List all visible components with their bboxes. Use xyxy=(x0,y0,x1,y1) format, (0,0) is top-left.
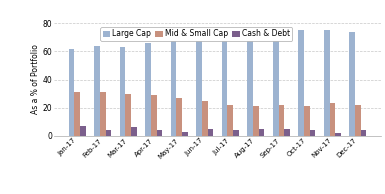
Bar xyxy=(233,130,239,136)
Bar xyxy=(350,32,355,136)
Bar xyxy=(202,101,208,136)
Legend: Large Cap, Mid & Small Cap, Cash & Debt: Large Cap, Mid & Small Cap, Cash & Debt xyxy=(100,27,292,41)
Bar xyxy=(298,30,304,136)
Bar xyxy=(131,127,137,136)
Bar xyxy=(330,103,335,136)
Bar xyxy=(335,133,341,136)
Bar xyxy=(278,105,284,136)
Bar xyxy=(157,130,162,136)
Bar xyxy=(284,129,290,136)
Bar xyxy=(324,30,330,136)
Bar xyxy=(145,43,151,136)
Bar xyxy=(74,92,80,136)
Bar xyxy=(310,130,315,136)
Bar xyxy=(171,40,176,136)
Bar xyxy=(304,106,310,136)
Bar xyxy=(120,47,126,136)
Bar xyxy=(253,106,259,136)
Bar xyxy=(105,130,111,136)
Bar xyxy=(228,105,233,136)
Bar xyxy=(361,130,366,136)
Bar xyxy=(248,32,253,136)
Bar xyxy=(259,129,264,136)
Bar xyxy=(273,33,278,136)
Bar xyxy=(80,126,85,136)
Bar xyxy=(151,95,157,136)
Bar xyxy=(126,94,131,136)
Bar xyxy=(182,132,187,136)
Bar xyxy=(196,39,202,136)
Bar xyxy=(69,48,74,136)
Bar xyxy=(100,92,105,136)
Bar xyxy=(222,32,228,136)
Bar xyxy=(355,105,361,136)
Bar xyxy=(94,46,100,136)
Bar xyxy=(176,98,182,136)
Y-axis label: As a % of Portfolio: As a % of Portfolio xyxy=(31,45,40,114)
Bar xyxy=(208,129,213,136)
